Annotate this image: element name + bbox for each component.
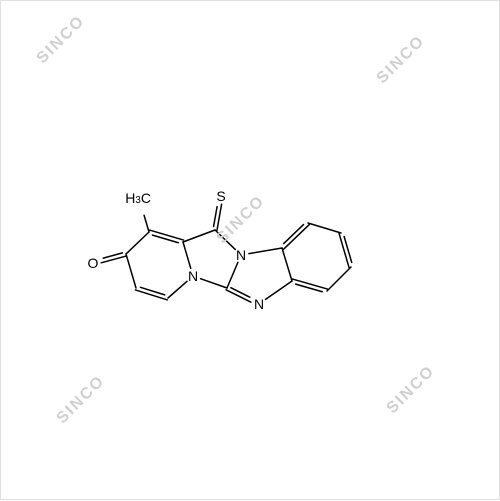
- atom-label-n4: N: [188, 268, 198, 284]
- atom-label-o: O: [88, 255, 99, 271]
- atom-label-s: S: [216, 188, 225, 204]
- atom-label-n8: N: [236, 247, 246, 263]
- structure-container: OSNNNH3C SINCOSINCOSINCOSINCOSINCO: [0, 0, 500, 500]
- atom-label-n10: N: [254, 296, 264, 312]
- chemical-structure-diagram: O S N N N H3C: [1, 1, 500, 501]
- atom-label-ch3: H3C: [125, 190, 151, 206]
